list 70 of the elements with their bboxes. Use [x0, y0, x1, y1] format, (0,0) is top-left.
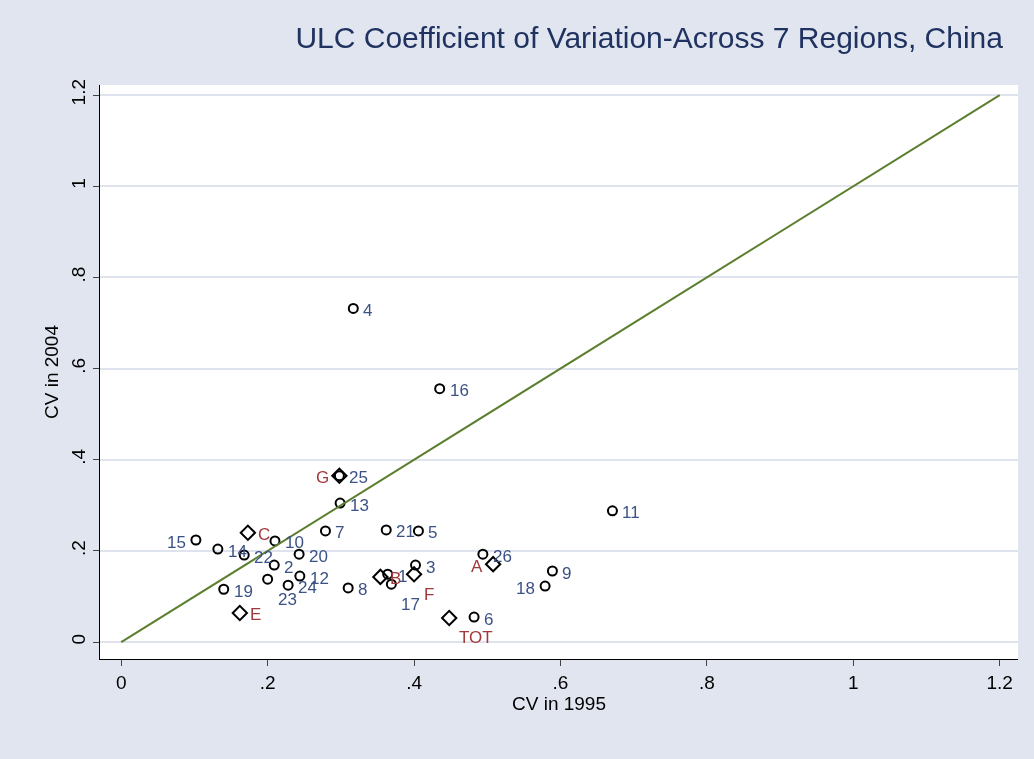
point: [468, 611, 480, 623]
point: [405, 566, 423, 583]
annotation: G: [316, 468, 330, 487]
annotation: 18: [516, 579, 535, 598]
point: [190, 534, 202, 546]
point: [539, 580, 551, 592]
x-tick-label: 1: [848, 671, 859, 693]
annotation: 13: [350, 496, 369, 515]
point: [334, 497, 346, 509]
x-tick-label: .2: [259, 671, 276, 693]
point: [231, 604, 248, 622]
annotation: A: [471, 557, 483, 576]
point: [546, 565, 558, 577]
point: [347, 302, 359, 314]
x-tick-label: 0: [115, 671, 127, 693]
point: [269, 535, 281, 547]
point: [319, 525, 331, 537]
annotation: 26: [493, 547, 512, 566]
y-tick-label: 1.2: [68, 78, 90, 106]
x-tick-label: .8: [698, 671, 715, 693]
annotation: 8: [358, 580, 368, 599]
annotation: C: [258, 525, 271, 544]
annotation: 20: [309, 547, 328, 566]
point: [293, 548, 305, 560]
annotation: 23: [278, 590, 297, 609]
point: [372, 568, 389, 586]
y-tick-label: .4: [68, 448, 90, 465]
annotation: F: [424, 585, 435, 604]
annotation: 3: [426, 558, 436, 577]
annotation: 16: [450, 381, 469, 400]
y-tick-label: .2: [68, 540, 90, 557]
annotation: 11: [622, 503, 640, 522]
annotation: 17: [401, 595, 420, 614]
y-tick-label: .6: [68, 357, 90, 374]
annotation: 19: [234, 582, 253, 601]
y-tick-label: 1: [68, 178, 90, 189]
x-tick-label: .6: [552, 671, 569, 693]
y-tick-label: .8: [68, 266, 90, 283]
point: [212, 543, 224, 555]
point: [282, 579, 294, 591]
annotation: 21: [396, 522, 415, 541]
point: [477, 548, 489, 560]
annotation: 2: [284, 558, 294, 577]
annotation: 14: [228, 542, 247, 561]
annotation: 15: [167, 533, 186, 552]
annotation: E: [250, 605, 262, 624]
x-tick-label: 1.2: [986, 671, 1013, 693]
point: [380, 524, 392, 536]
annotation: 6: [484, 610, 494, 629]
annotation: 5: [428, 523, 438, 542]
annotation: 9: [562, 564, 572, 583]
annotation: TOT: [459, 628, 493, 647]
y-tick-label: 0: [68, 633, 90, 645]
point: [606, 505, 618, 517]
annotation: 7: [335, 523, 345, 542]
annotation: 25: [349, 468, 368, 487]
annotation: 10: [285, 533, 304, 552]
point: [218, 583, 230, 595]
x-axis-title: CV in 1995: [511, 692, 607, 714]
point: [410, 559, 422, 571]
x-tick-label: .4: [406, 671, 423, 693]
point: [294, 570, 306, 582]
point: [441, 609, 458, 627]
point: [262, 573, 274, 585]
y-axis-title: CV in 2004: [41, 324, 63, 420]
annotation: 4: [363, 301, 373, 320]
point: [239, 524, 257, 541]
chart-title: ULC Coefficient of Variation-Across 7 Regions, China: [295, 20, 1004, 54]
point: [342, 582, 354, 594]
point: [434, 383, 446, 395]
